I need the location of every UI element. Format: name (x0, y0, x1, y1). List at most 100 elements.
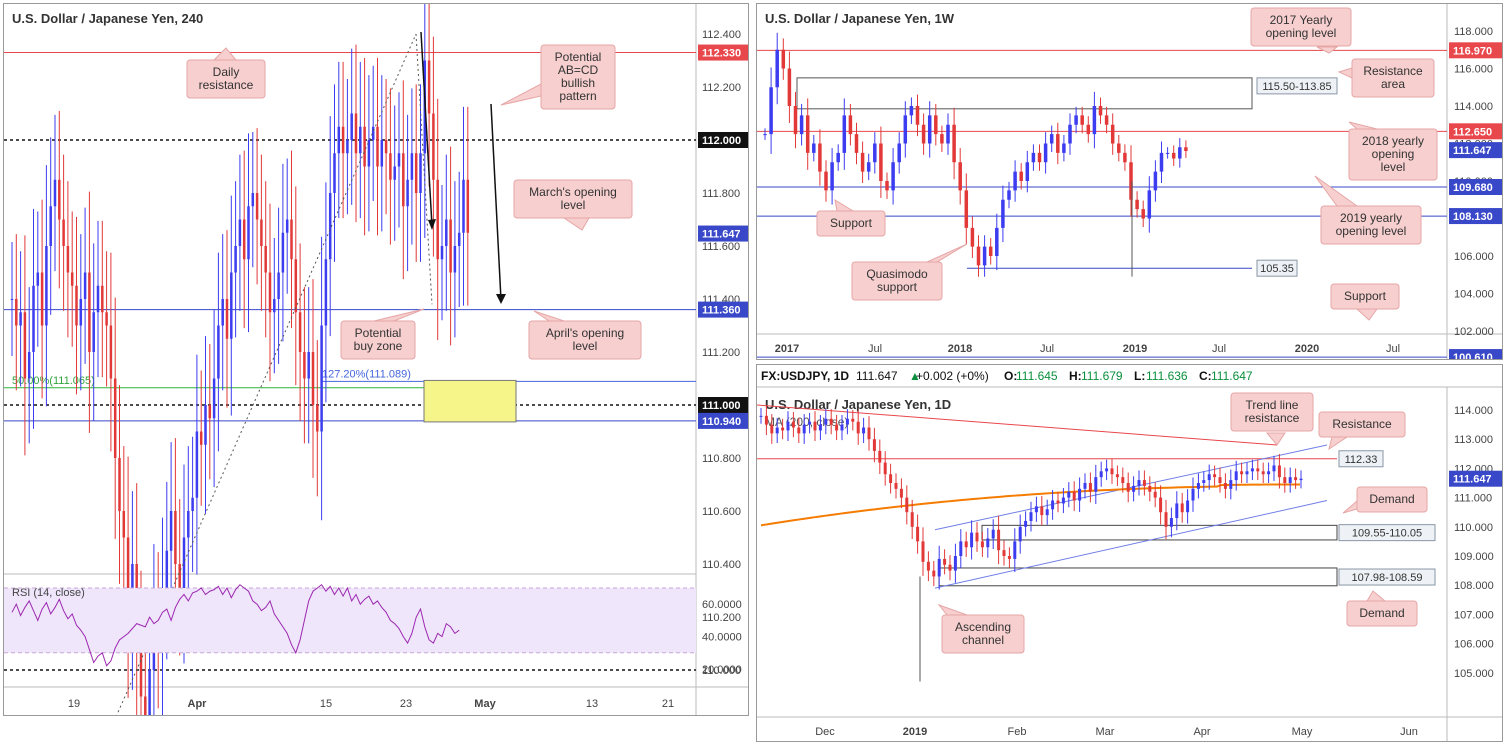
candle (915, 106, 920, 125)
candle (1141, 209, 1145, 219)
candle (1277, 465, 1281, 478)
candle (1045, 509, 1049, 516)
callout-resistance-area-text-0: Resistance (1363, 64, 1423, 78)
callout-quasimodo (851, 261, 943, 301)
candle (1088, 483, 1092, 492)
candle (45, 246, 48, 326)
candle (1142, 480, 1146, 486)
candle (797, 427, 801, 434)
tag-current-price: 111.647 (1453, 145, 1492, 157)
trend-line-resistance (757, 404, 1278, 446)
candle (764, 415, 768, 425)
callout-channel-text-0: Ascending (955, 620, 1011, 634)
tag-current-price: 111.647 (702, 229, 741, 241)
channel-upper-line (934, 444, 1328, 531)
y-tick-label: 102.000 (1454, 326, 1494, 338)
y-tick-label: 111.800 (702, 188, 740, 200)
tag-april-open-bg (698, 412, 748, 429)
candle (818, 424, 822, 431)
candle (320, 325, 323, 432)
tag-level-112: 112.000 (702, 135, 741, 147)
candle (225, 299, 229, 339)
candle (402, 153, 405, 207)
buy-zone-box (423, 379, 517, 423)
y-tick-label: 118.000 (1454, 26, 1493, 38)
candle (1080, 115, 1084, 125)
candle (1132, 485, 1136, 492)
candle (328, 193, 332, 260)
candle (1126, 483, 1130, 492)
candle (787, 68, 792, 106)
candle (1288, 477, 1292, 483)
callout-march-open-text-0: March's opening (529, 185, 617, 199)
callout-support-low-text-0: Support (1344, 289, 1387, 303)
x-tick-label: Apr (1193, 726, 1210, 738)
y-tick-label: 110.000 (1454, 522, 1493, 534)
candle (953, 556, 957, 571)
x-tick-label: Jul (1386, 343, 1400, 355)
candle (1218, 477, 1222, 483)
candle (1234, 471, 1238, 481)
candle (952, 124, 956, 163)
callout-support-low (1330, 283, 1400, 310)
candle (848, 115, 853, 135)
candle (242, 219, 246, 260)
x-tick-label: Mar (1096, 726, 1115, 738)
callout-demand-a-pointer (1342, 499, 1358, 514)
callout-abcd-text-0: Potential (555, 50, 602, 64)
candle (1191, 488, 1195, 501)
candle (1074, 115, 1078, 125)
candle (1078, 488, 1082, 501)
callout-support-pointer (834, 198, 855, 212)
candle (122, 511, 126, 538)
x-tick-label: Feb (1008, 726, 1027, 738)
candle (195, 431, 199, 498)
tag-support-bg (1449, 179, 1502, 195)
callout-quasimodo-text-0: Quasimodo (866, 267, 928, 281)
candle (187, 511, 190, 538)
candle (1013, 541, 1017, 559)
candle (1037, 152, 1042, 163)
callout-daily-resistance-text-1: resistance (199, 78, 254, 92)
candle (389, 153, 392, 180)
callout-channel (941, 614, 1025, 654)
candle (1245, 471, 1249, 475)
x-tick-label: 2019 (903, 726, 927, 738)
tag-current-price-bg (1449, 142, 1502, 159)
candle (988, 246, 993, 256)
candle (1043, 143, 1048, 163)
candle (1024, 520, 1028, 527)
candle (354, 113, 358, 154)
callout-yearly-2017-text-0: 2017 Yearly (1270, 13, 1333, 27)
candle (959, 541, 963, 556)
candle (812, 143, 816, 153)
candle (1186, 500, 1190, 513)
callout-daily-resistance-pointer (212, 47, 238, 61)
y-tick-label: 110.400 (702, 559, 741, 571)
callout-resistance-area-pointer (1337, 67, 1353, 79)
y-tick-label: 111.600 (702, 241, 740, 253)
candle (995, 227, 999, 256)
chart-4h-panel: U.S. Dollar / Japanese Yen, 240 112.400 11… (3, 3, 749, 716)
cd-arrow-line (490, 103, 502, 301)
candle (916, 526, 920, 542)
candle (169, 511, 173, 551)
candle (341, 126, 345, 154)
candle (1123, 152, 1127, 163)
candle (1153, 491, 1157, 498)
candle (1104, 115, 1109, 125)
candle (829, 418, 833, 425)
callout-yearly-2019-pointer (1314, 175, 1359, 207)
candle (775, 49, 779, 88)
candle (1229, 480, 1233, 489)
callout-resistance-text-0: Resistance (1332, 417, 1392, 431)
candle (975, 532, 979, 542)
candle (891, 162, 895, 191)
candle (885, 181, 889, 191)
callout-daily-resistance-text-0: Daily (213, 65, 240, 79)
candle (970, 532, 974, 548)
candle (191, 497, 194, 511)
x-tick-label: Jul (1212, 343, 1226, 355)
tag-april-open: 110.940 (702, 416, 741, 428)
candle (1086, 124, 1091, 135)
